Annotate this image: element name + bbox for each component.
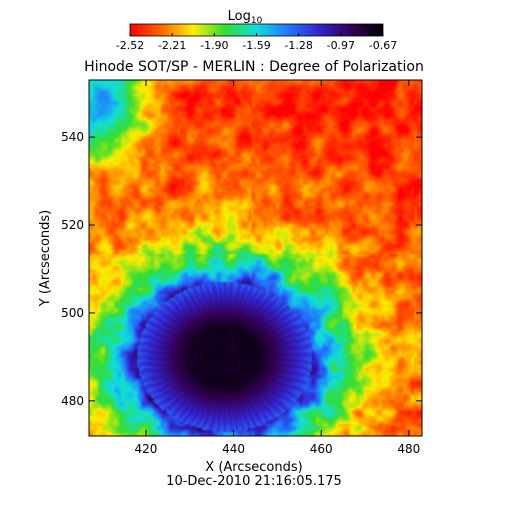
- y-axis-label: Y (Arcseconds): [38, 210, 53, 307]
- x-tick-label: 420: [135, 442, 158, 456]
- heatmap-image: [89, 80, 422, 436]
- plot-frame: [88, 79, 423, 437]
- colorbar-tick-label: -1.28: [284, 39, 312, 52]
- x-tick-label: 440: [222, 442, 245, 456]
- colorbar-tick-label: -2.52: [116, 39, 144, 52]
- colorbar-tick-label: -1.90: [200, 39, 228, 52]
- y-tick-label: 480: [61, 394, 84, 408]
- colorbar-tick-labels: -2.52 -2.21 -1.90 -1.59 -1.28 -0.97 -0.67: [116, 33, 397, 52]
- colorbar-label: Log10: [228, 9, 263, 26]
- x-axis-ticks: 420 440 460 480: [135, 80, 420, 456]
- y-tick-label: 540: [61, 130, 84, 144]
- colorbar-tick-label: -0.97: [327, 39, 355, 52]
- y-tick-label: 500: [61, 306, 84, 320]
- y-axis-ticks: 480 500 520 540: [61, 130, 422, 408]
- timestamp: 10-Dec-2010 21:16:05.175: [166, 474, 342, 489]
- x-tick-label: 480: [397, 442, 420, 456]
- colorbar-tick-label: -0.67: [369, 39, 397, 52]
- y-tick-label: 520: [61, 218, 84, 232]
- colorbar-tick-label: -1.59: [242, 39, 270, 52]
- colorbar-tick-label: -2.21: [158, 39, 186, 52]
- x-axis-label: X (Arcseconds): [205, 460, 302, 475]
- x-tick-label: 460: [310, 442, 333, 456]
- chart-title: Hinode SOT/SP - MERLIN : Degree of Polar…: [84, 59, 424, 75]
